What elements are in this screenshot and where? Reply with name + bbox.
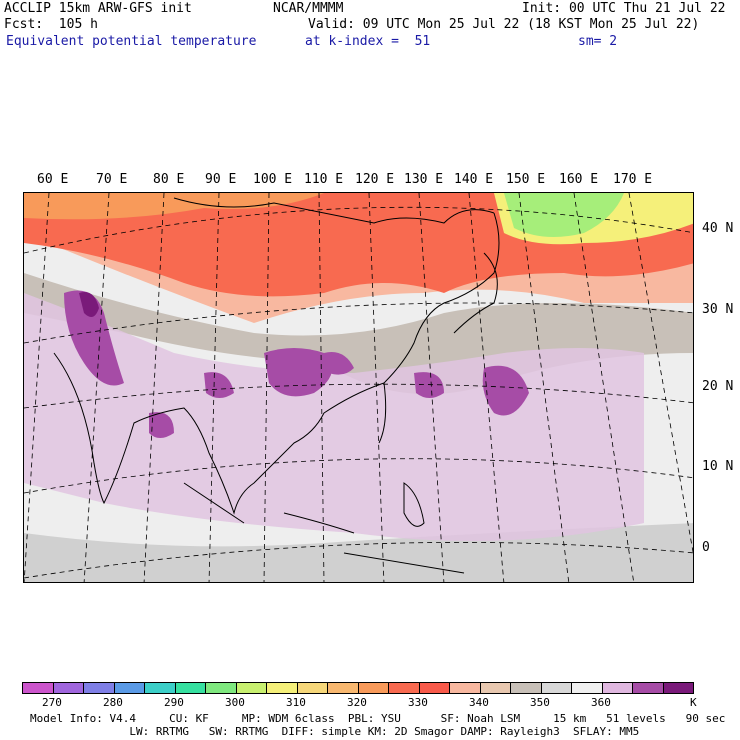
level-label: at k-index = 51 (305, 34, 431, 49)
init-time: Init: 00 UTC Thu 21 Jul 22 (522, 1, 726, 16)
lat-label: 30 N (702, 302, 734, 317)
colorbar-swatch (53, 683, 84, 693)
colorbar-swatch (541, 683, 572, 693)
lon-label: 110 E (304, 172, 344, 187)
lon-label: 150 E (506, 172, 546, 187)
colorbar-swatch (572, 683, 603, 693)
lon-label: 120 E (355, 172, 395, 187)
colorbar-swatch (114, 683, 145, 693)
colorbar-swatch (480, 683, 511, 693)
lon-label: 70 E (96, 172, 128, 187)
smoothing-label: sm= 2 (578, 34, 618, 49)
colorbar-label: 340 (469, 696, 489, 709)
colorbar-swatch (236, 683, 267, 693)
lat-label: 0 (702, 540, 710, 555)
colorbar-label: 310 (286, 696, 306, 709)
lon-label: 60 E (37, 172, 69, 187)
colorbar-swatch (450, 683, 481, 693)
lat-label: 20 N (702, 379, 734, 394)
colorbar-swatch (297, 683, 328, 693)
colorbar-swatch (328, 683, 359, 693)
colorbar-label: 350 (530, 696, 550, 709)
lon-label: 100 E (253, 172, 293, 187)
lon-label: 90 E (205, 172, 237, 187)
valid-time: Valid: 09 UTC Mon 25 Jul 22 (18 KST Mon … (308, 17, 700, 32)
colorbar-label: 330 (408, 696, 428, 709)
colorbar-label: 290 (164, 696, 184, 709)
lon-label: 130 E (404, 172, 444, 187)
colorbar-label: 300 (225, 696, 245, 709)
colorbar-swatch (145, 683, 176, 693)
model-info-line1: Model Info: V4.4 CU: KF MP: WDM 6class P… (30, 712, 726, 725)
colorbar-swatch (175, 683, 206, 693)
lon-label: 80 E (153, 172, 185, 187)
lon-label: 160 E (559, 172, 599, 187)
colorbar-label: 280 (103, 696, 123, 709)
lat-label: 10 N (702, 459, 734, 474)
colorbar-unit: K (690, 696, 697, 709)
colorbar (22, 682, 694, 694)
lon-label: 140 E (454, 172, 494, 187)
theta-e-map (23, 192, 694, 583)
field-name: Equivalent potential temperature (6, 34, 257, 49)
colorbar-swatch (84, 683, 115, 693)
colorbar-label: 270 (42, 696, 62, 709)
model-title: ACCLIP 15km ARW-GFS init (4, 1, 192, 16)
colorbar-swatch (602, 683, 633, 693)
colorbar-swatch (358, 683, 389, 693)
colorbar-swatch (267, 683, 298, 693)
colorbar-label: 360 (591, 696, 611, 709)
colorbar-swatch (23, 683, 54, 693)
colorbar-swatch (511, 683, 542, 693)
colorbar-swatch (633, 683, 664, 693)
colorbar-swatch (389, 683, 420, 693)
lon-label: 170 E (613, 172, 653, 187)
colorbar-swatch (206, 683, 237, 693)
colorbar-swatch (663, 683, 693, 693)
colorbar-label: 320 (347, 696, 367, 709)
forecast-hour: Fcst: 105 h (4, 17, 98, 32)
colorbar-swatch (419, 683, 450, 693)
model-info-line2: LW: RRTMG SW: RRTMG DIFF: simple KM: 2D … (30, 725, 640, 738)
center-label: NCAR/MMMM (273, 1, 344, 16)
lat-label: 40 N (702, 221, 734, 236)
